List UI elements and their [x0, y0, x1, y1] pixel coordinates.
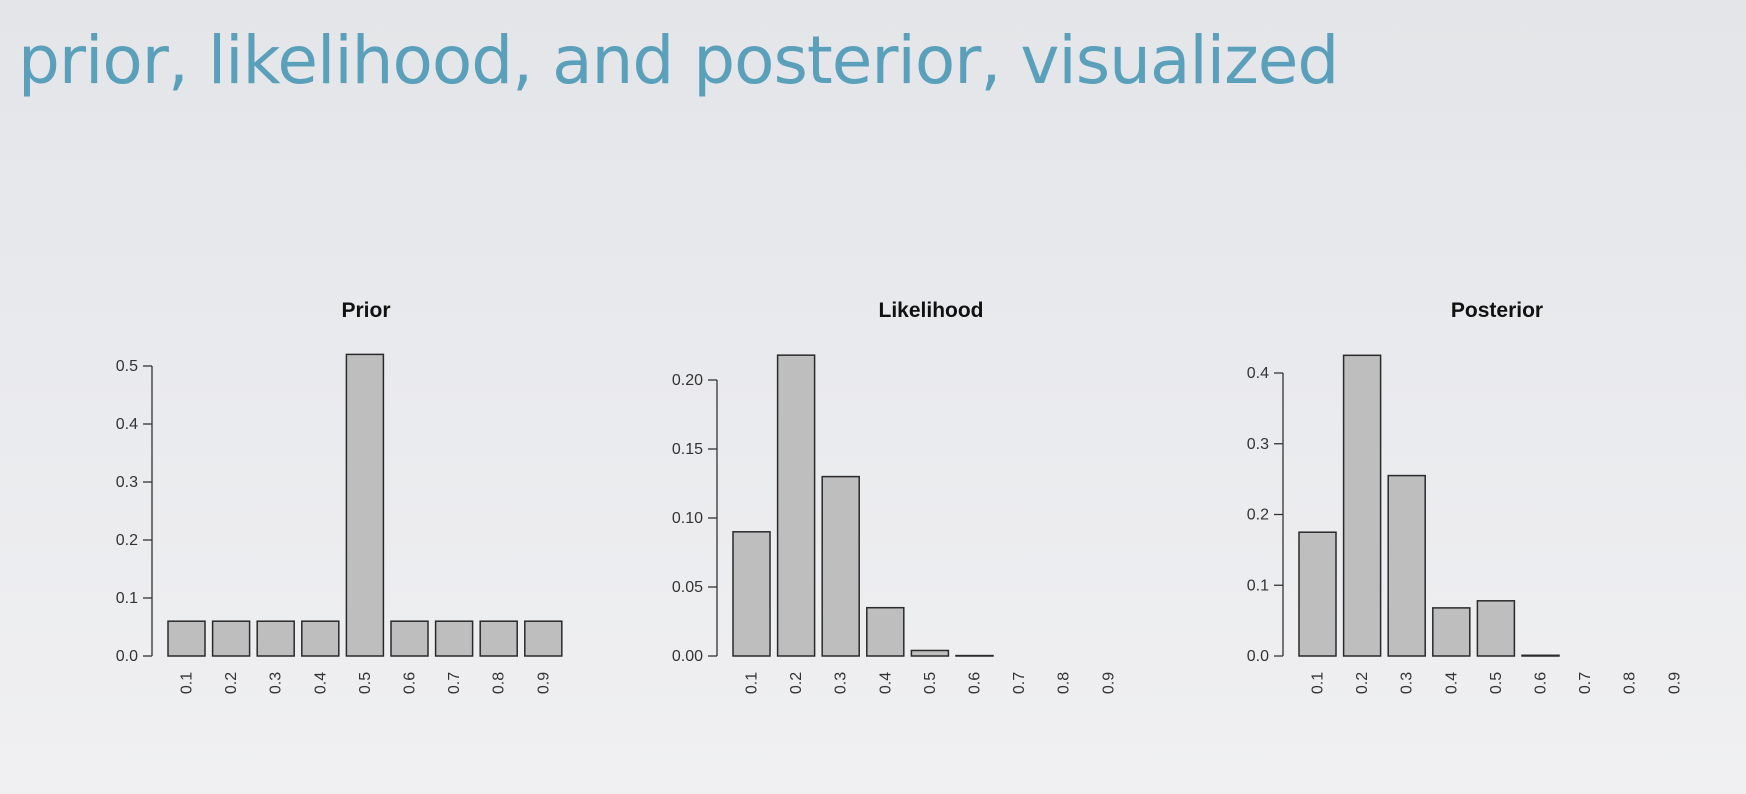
x-tick-label: 0.2 — [223, 672, 240, 694]
x-tick-label: 0.2 — [1354, 672, 1371, 694]
y-tick-label: 0.10 — [672, 510, 703, 527]
x-tick-label: 0.3 — [268, 672, 285, 694]
bar-0.5 — [1476, 600, 1516, 657]
x-tick-label: 0.7 — [1011, 672, 1028, 694]
y-tick-label: 0.4 — [116, 416, 138, 433]
bar-0.4 — [866, 606, 905, 657]
bar-0.1 — [732, 531, 771, 657]
y-tick-label: 0.0 — [116, 648, 138, 665]
x-tick-label: 0.8 — [1056, 672, 1073, 694]
bar-0.2 — [776, 354, 816, 657]
bar-0.3 — [256, 620, 295, 657]
x-tick-label: 0.5 — [922, 672, 939, 694]
x-tick-label: 0.8 — [1622, 672, 1639, 694]
x-tick-label: 0.6 — [967, 672, 984, 694]
bar-0.3 — [821, 475, 860, 657]
x-tick-label: 0.7 — [1577, 672, 1594, 694]
bar-0.1 — [167, 620, 206, 657]
bar-0.2 — [211, 620, 251, 657]
x-tick-label: 0.1 — [744, 672, 761, 694]
y-tick-label: 0.5 — [116, 358, 138, 375]
y-tick-label: 0.05 — [672, 579, 703, 596]
x-tick-label: 0.4 — [312, 672, 329, 694]
bar-0.3 — [1387, 474, 1426, 657]
y-tick-label: 0.1 — [1247, 577, 1269, 594]
y-tick-label: 0.15 — [672, 441, 703, 458]
x-tick-label: 0.9 — [1666, 672, 1683, 694]
y-tick-label: 0.1 — [116, 590, 138, 607]
bar-0.2 — [1342, 354, 1382, 657]
x-tick-label: 0.4 — [1443, 672, 1460, 694]
chart-panel-posterior: Posterior 0.0 0.1 0.2 0.3 0.4 0.1 0.2 0.3 0.4 0.5 0… — [1247, 299, 1684, 694]
x-tick-label: 0.1 — [1310, 672, 1327, 694]
y-tick-label: 0.20 — [672, 372, 703, 389]
y-tick-label: 0.0 — [1247, 648, 1269, 665]
y-tick-label: 0.3 — [1247, 436, 1269, 453]
bar-0.9 — [524, 620, 563, 657]
y-tick-label: 0.3 — [116, 474, 138, 491]
bar-0.7 — [434, 620, 474, 657]
x-tick-label: 0.3 — [1399, 672, 1416, 694]
bar-0.8 — [479, 620, 518, 657]
y-tick-label: 0.00 — [672, 648, 703, 665]
bar-0.6 — [1521, 654, 1560, 657]
x-tick-label: 0.8 — [491, 672, 508, 694]
bar-0.4 — [301, 620, 340, 657]
x-tick-label: 0.5 — [357, 672, 374, 694]
slide-title: prior, likelihood, and posterior, visual… — [18, 22, 1339, 99]
chart-title: Prior — [341, 299, 390, 322]
x-tick-label: 0.6 — [402, 672, 419, 694]
x-tick-label: 0.2 — [788, 672, 805, 694]
y-tick-label: 0.2 — [116, 532, 138, 549]
x-tick-label: 0.1 — [179, 672, 196, 694]
x-tick-label: 0.5 — [1488, 672, 1505, 694]
bar-0.6 — [390, 620, 429, 657]
x-tick-label: 0.9 — [1100, 672, 1117, 694]
y-tick-label: 0.4 — [1247, 365, 1269, 382]
bar-0.5 — [345, 353, 385, 657]
x-tick-label: 0.4 — [877, 672, 894, 694]
chart-panel-likelihood: Likelihood 0.00 0.05 0.10 0.15 0.20 0.1 0.2 0.3 0… — [672, 299, 1117, 694]
x-tick-label: 0.3 — [833, 672, 850, 694]
chart-panel-prior: Prior 0.0 0.1 0.2 0.3 0.4 0.5 0.1 0.2 0.3 0.4 0.5 0.… — [116, 299, 563, 694]
y-tick-label: 0.2 — [1247, 507, 1269, 524]
x-tick-label: 0.9 — [535, 672, 552, 694]
bar-0.1 — [1298, 531, 1337, 657]
bar-0.5 — [910, 649, 950, 657]
bar-0.4 — [1432, 607, 1471, 657]
chart-title: Likelihood — [879, 299, 984, 322]
chart-title: Posterior — [1451, 299, 1543, 322]
x-tick-label: 0.6 — [1533, 672, 1550, 694]
x-tick-label: 0.7 — [446, 672, 463, 694]
